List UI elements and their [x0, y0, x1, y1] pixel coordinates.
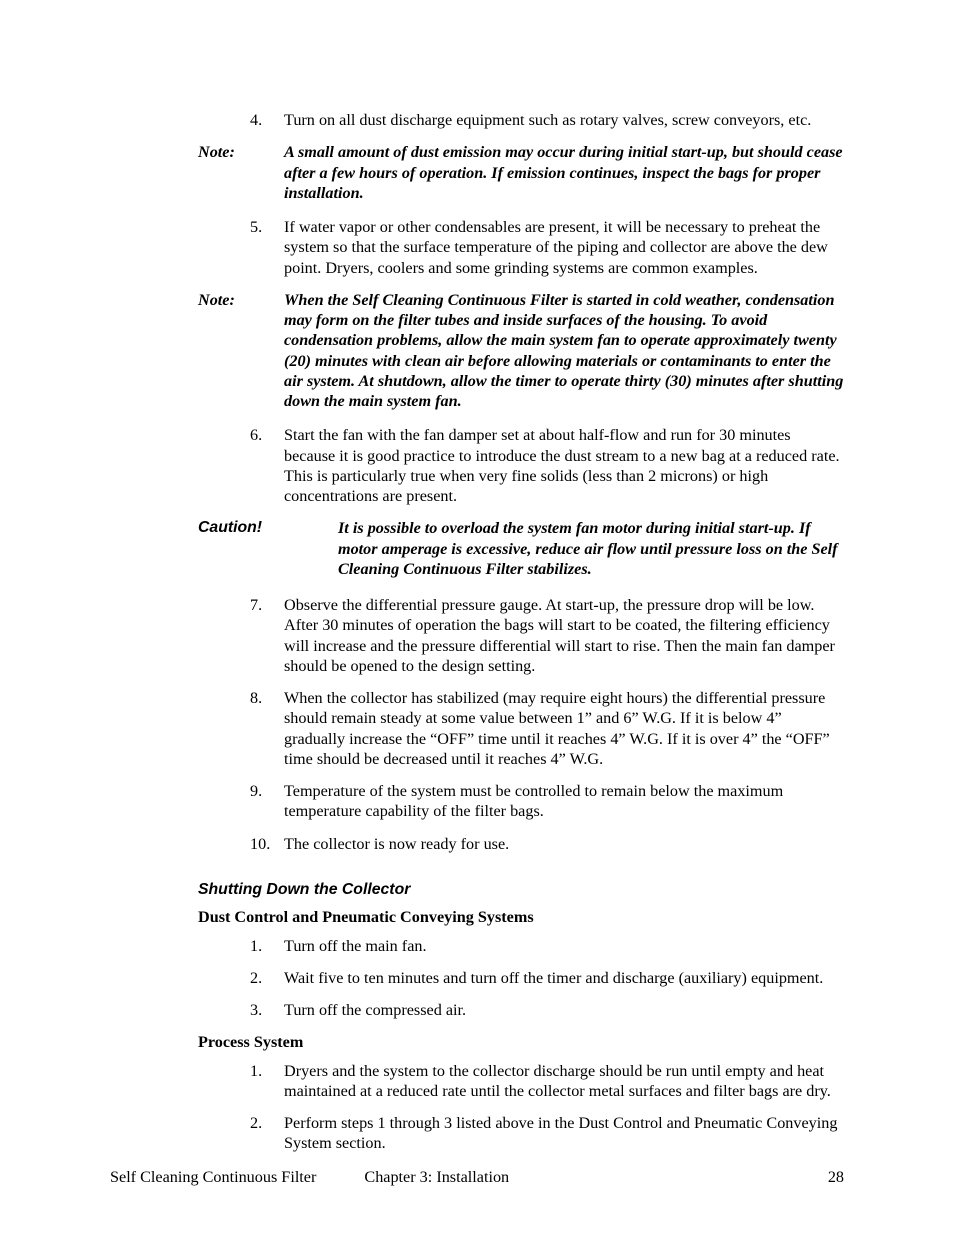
- section-heading: Shutting Down the Collector: [198, 880, 844, 900]
- list-text: Temperature of the system must be contro…: [284, 781, 844, 822]
- list-num: 8.: [250, 688, 284, 769]
- list-item: 8. When the collector has stabilized (ma…: [250, 688, 844, 769]
- caution: Caution! It is possible to overload the …: [198, 518, 844, 579]
- footer-page-number: 28: [828, 1167, 844, 1187]
- list-item: 4. Turn on all dust discharge equipment …: [250, 110, 844, 130]
- note-text: When the Self Cleaning Continuous Filter…: [284, 290, 844, 412]
- list-item: 10. The collector is now ready for use.: [250, 834, 844, 854]
- list-item: 1. Turn off the main fan.: [250, 936, 844, 956]
- list-text: Wait five to ten minutes and turn off th…: [284, 968, 844, 988]
- page-footer: Self Cleaning Continuous Filter Chapter …: [110, 1167, 844, 1187]
- list-item: 5. If water vapor or other condensables …: [250, 217, 844, 278]
- list-text: Perform steps 1 through 3 listed above i…: [284, 1113, 844, 1154]
- sub1-list: 1. Turn off the main fan. 2. Wait five t…: [198, 936, 844, 1021]
- list-item: 3. Turn off the compressed air.: [250, 1000, 844, 1020]
- list-text: If water vapor or other condensables are…: [284, 217, 844, 278]
- list-num: 2.: [250, 1113, 284, 1154]
- sub-heading-1: Dust Control and Pneumatic Conveying Sys…: [198, 907, 844, 927]
- list-num: 10.: [250, 834, 284, 854]
- list-text: Dryers and the system to the collector d…: [284, 1061, 844, 1102]
- note-label: Note:: [198, 142, 284, 203]
- list-text: Turn off the main fan.: [284, 936, 844, 956]
- sub2-list: 1. Dryers and the system to the collecto…: [198, 1061, 844, 1154]
- list-text: When the collector has stabilized (may r…: [284, 688, 844, 769]
- list-item: 7. Observe the differential pressure gau…: [250, 595, 844, 676]
- sub-heading-2: Process System: [198, 1032, 844, 1052]
- note-label: Note:: [198, 290, 284, 412]
- list-num: 1.: [250, 1061, 284, 1102]
- list-text: Turn on all dust discharge equipment suc…: [284, 110, 844, 130]
- list-num: 9.: [250, 781, 284, 822]
- page: 4. Turn on all dust discharge equipment …: [0, 0, 954, 1235]
- list-item: 1. Dryers and the system to the collecto…: [250, 1061, 844, 1102]
- list-item: 6. Start the fan with the fan damper set…: [250, 425, 844, 506]
- list-block-1: 4. Turn on all dust discharge equipment …: [198, 110, 844, 130]
- note-text: A small amount of dust emission may occu…: [284, 142, 844, 203]
- list-num: 6.: [250, 425, 284, 506]
- list-num: 5.: [250, 217, 284, 278]
- list-item: 2. Perform steps 1 through 3 listed abov…: [250, 1113, 844, 1154]
- list-num: 1.: [250, 936, 284, 956]
- list-text: Observe the differential pressure gauge.…: [284, 595, 844, 676]
- list-text: Start the fan with the fan damper set at…: [284, 425, 844, 506]
- note-2: Note: When the Self Cleaning Continuous …: [198, 290, 844, 412]
- list-num: 4.: [250, 110, 284, 130]
- list-block-3: 6. Start the fan with the fan damper set…: [198, 425, 844, 506]
- list-text: Turn off the compressed air.: [284, 1000, 844, 1020]
- list-item: 2. Wait five to ten minutes and turn off…: [250, 968, 844, 988]
- list-num: 2.: [250, 968, 284, 988]
- list-block-4: 7. Observe the differential pressure gau…: [198, 595, 844, 854]
- caution-text: It is possible to overload the system fa…: [338, 518, 844, 579]
- footer-left: Self Cleaning Continuous Filter: [110, 1167, 316, 1187]
- list-item: 9. Temperature of the system must be con…: [250, 781, 844, 822]
- list-num: 7.: [250, 595, 284, 676]
- list-text: The collector is now ready for use.: [284, 834, 844, 854]
- note-1: Note: A small amount of dust emission ma…: [198, 142, 844, 203]
- list-num: 3.: [250, 1000, 284, 1020]
- caution-label: Caution!: [198, 518, 338, 579]
- list-block-2: 5. If water vapor or other condensables …: [198, 217, 844, 278]
- footer-mid: Chapter 3: Installation: [316, 1167, 827, 1187]
